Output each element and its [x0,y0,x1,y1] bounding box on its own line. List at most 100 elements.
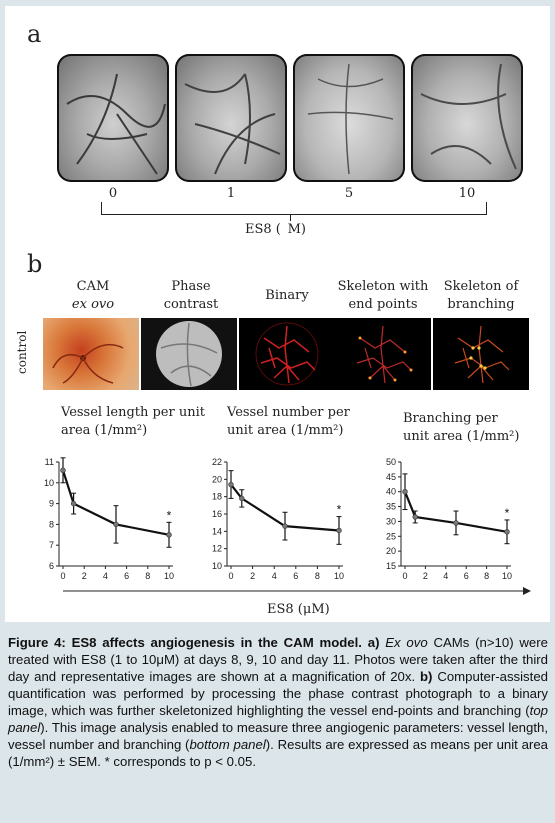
data-point [228,481,234,488]
panel-a-axis-label: ES8 ( M) [245,222,306,237]
es8-axis-label: ES8 (μM) [267,602,330,617]
panel-a-label: a [27,20,42,48]
vessel-pattern [52,343,124,384]
phase-contrast-image [141,318,237,390]
vessel-pattern [420,63,517,170]
data-point [113,521,119,528]
x-tick-label: 8 [315,571,320,581]
caption-italic: top panel [8,703,548,735]
y-tick-label: 10 [212,561,222,571]
header-cam: CAM ex ovo [43,278,143,314]
x-tick-label: 10 [164,571,174,581]
x-tick-label: 2 [250,571,255,581]
data-line [61,469,170,536]
significance-star: * [167,508,172,522]
caption-text: ). This image analysis enabled to measur… [8,720,548,752]
data-point [70,500,77,507]
figure-panel: a 0 1 5 10 ES8 ( M) b CAM ex ovo Phase c… [5,6,550,622]
bracket-tick [290,214,291,221]
header-phase: Phase contrast [141,278,241,314]
header-line: end points [348,297,418,312]
skeleton-network [356,325,413,384]
significance-star: * [505,506,510,520]
y-tick-label: 18 [212,492,222,502]
skeleton-endpoints-image [335,318,431,390]
significance-star: * [337,503,342,517]
es8-arrow-axis [63,587,531,595]
header-binary: Binary [239,287,335,305]
chart-title-number: Vessel number per unit area (1/mm²) [227,405,350,438]
vessel-pattern [184,73,281,175]
y-tick-label: 7 [49,540,54,550]
header-line: CAM [76,279,110,294]
header-line: Skeleton of [443,279,519,294]
vessel-pattern [307,63,394,175]
y-tick-label: 50 [386,457,396,467]
data-point [60,467,66,474]
y-tick-label: 20 [386,546,396,556]
vessel-pattern [66,73,166,175]
caption-title: Figure 4: ES8 affects angiogenesis in th… [8,635,380,650]
x-tick-label: 10 [334,571,344,581]
y-tick-label: 25 [386,531,396,541]
skeleton-branching-image [433,318,529,390]
header-line: Binary [265,288,309,303]
data-line [230,483,340,532]
data-point [453,520,459,526]
chart-branching: 15 20 25 30 35 40 45 50 0 2 4 6 8 10 * [386,457,512,581]
y-tick-label: 12 [212,544,222,554]
header-skeleton-branching: Skeleton of branching [431,278,531,314]
caption-text: Computer-assisted quantification was per… [8,669,548,718]
header-line: ex ovo [71,297,115,312]
dose-label: 1 [226,186,236,201]
x-tick-label: 2 [423,571,428,581]
y-tick-label: 11 [45,457,54,467]
y-tick-label: 6 [49,561,54,571]
figure-caption: Figure 4: ES8 affects angiogenesis in th… [8,634,548,770]
y-tick-label: 40 [386,487,396,497]
data-line [403,491,508,533]
x-tick-label: 2 [82,571,87,581]
chart-vessel-length: 6 7 8 9 10 11 0 2 4 6 8 10 * [44,457,174,581]
y-tick-label: 16 [212,509,222,519]
dose-label: 5 [344,186,354,201]
header-line: contrast [163,297,219,312]
x-tick-label: 6 [124,571,129,581]
dose-bracket [101,202,487,215]
cam-photo-dose-10 [411,54,523,182]
phase-disc [156,321,222,387]
dose-label: 10 [458,186,476,201]
caption-text: CAMs (n>10) were treated with ES8 (1 to … [8,635,548,684]
x-tick-label: 4 [443,571,448,581]
data-point [166,532,172,538]
y-tick-label: 22 [212,457,222,467]
data-point [412,514,418,520]
header-line: Phase [171,279,211,294]
binary-network [255,322,319,386]
caption-italic: bottom panel [189,737,266,752]
binary-image [239,318,335,390]
data-point [336,527,342,534]
caption-text: ). Results are expressed as means per un… [8,737,548,769]
chart-title-length: Vessel length per unit area (1/mm²) [61,405,205,438]
data-point [402,489,408,495]
x-tick-label: 4 [272,571,277,581]
cam-ex-ovo-image [43,318,139,390]
data-point [504,529,510,535]
y-tick-label: 15 [386,561,396,571]
header-skeleton-end: Skeleton with end points [333,278,433,314]
header-line: Skeleton with [337,279,429,294]
y-tick-label: 8 [49,519,54,529]
y-tick-label: 35 [386,502,396,512]
cam-photo-dose-5 [293,54,405,182]
panel-b-label: b [27,250,43,278]
caption-b-label: b) [420,669,433,684]
chart-title-branching: Branching per unit area (1/mm²) [403,411,520,444]
x-tick-label: 10 [502,571,512,581]
data-point [239,495,245,502]
caption-italic: Ex ovo [385,635,428,650]
dose-label: 0 [108,186,118,201]
header-line: branching [447,297,515,312]
skeleton-network [454,325,510,384]
y-tick-label: 10 [44,478,54,488]
